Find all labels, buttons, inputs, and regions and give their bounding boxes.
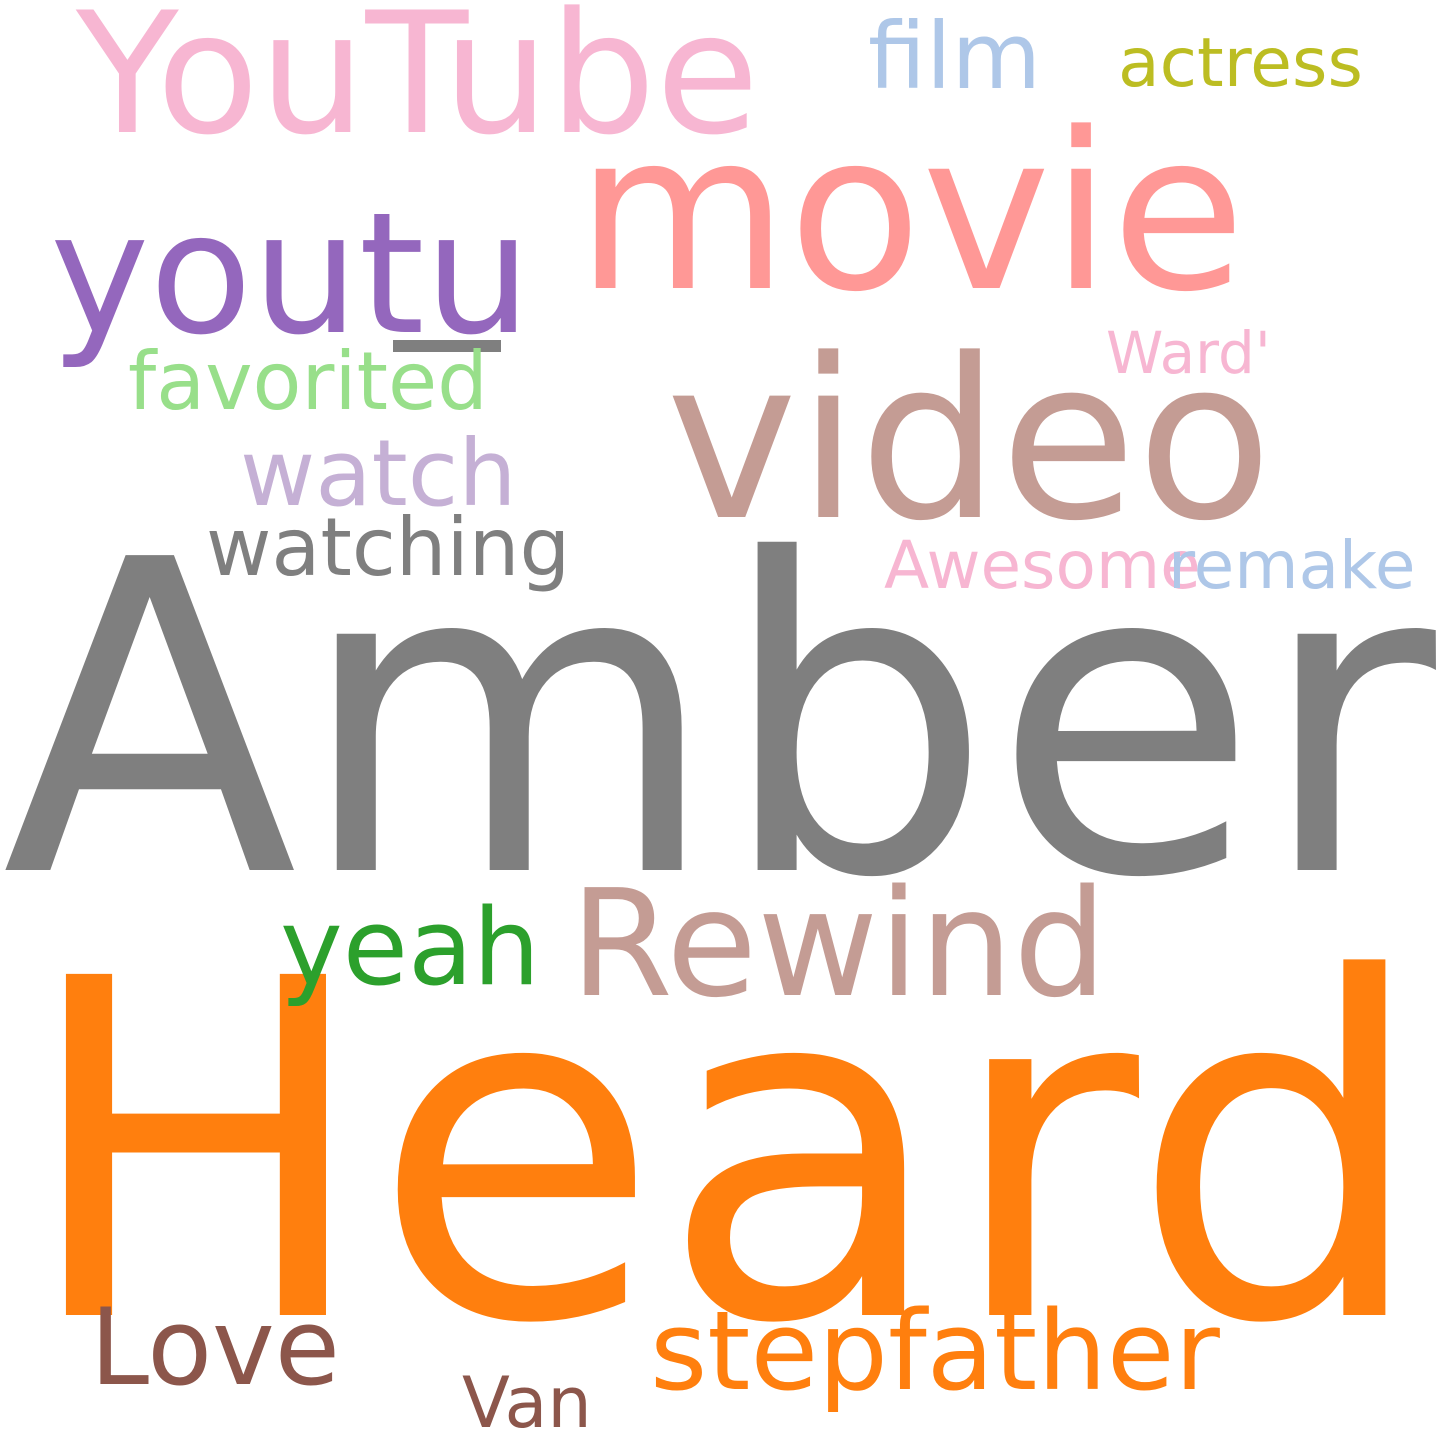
word-ward: Ward' (1106, 319, 1271, 387)
word-watching: watching (206, 501, 571, 594)
word-favorited: favorited (128, 335, 488, 428)
word-youtube: YouTube (76, 0, 760, 172)
word-movie: movie (576, 87, 1246, 340)
word-rewind: Rewind (570, 858, 1108, 1030)
word-amber: Amber (2, 469, 1436, 972)
word-awesome: Awesome (884, 527, 1201, 604)
word-watch: watch (240, 420, 517, 527)
word-film: film (868, 3, 1042, 110)
word-remake: remake (1168, 527, 1416, 604)
word-stepfather: stepfather (650, 1287, 1220, 1415)
word-actress: actress (1118, 24, 1363, 103)
word-van: Van (462, 1362, 592, 1440)
word-love: Love (90, 1286, 340, 1409)
word-youtu: youtu (50, 176, 532, 372)
youtu-underline-mark (393, 340, 501, 352)
word-yeah: yeah (280, 886, 541, 1009)
word-heard: Heard (20, 882, 1428, 1426)
word-video: video (666, 312, 1273, 570)
